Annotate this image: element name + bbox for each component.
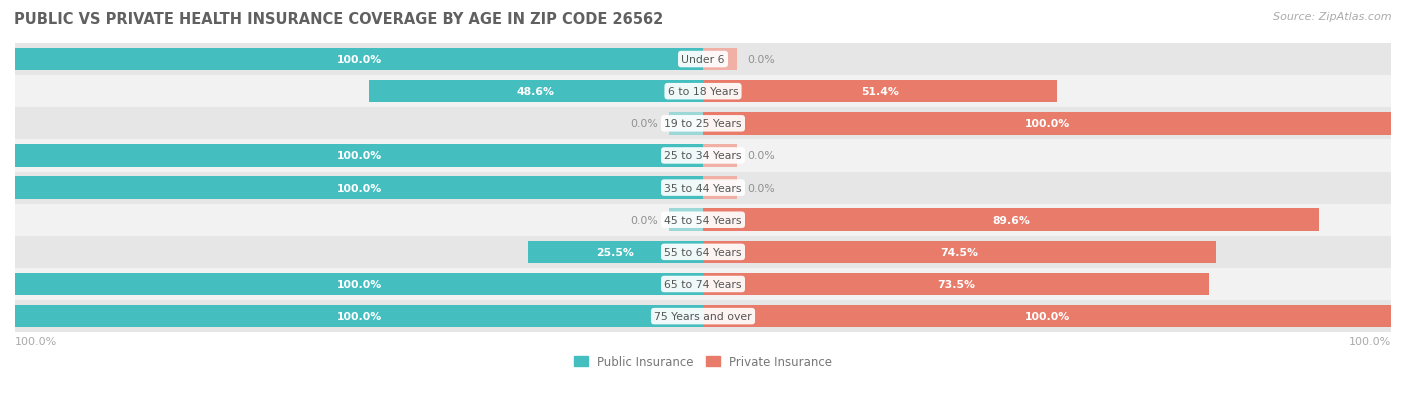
Text: 48.6%: 48.6% — [517, 87, 555, 97]
Bar — [703, 145, 737, 167]
Bar — [703, 49, 737, 71]
Text: 45 to 54 Years: 45 to 54 Years — [664, 215, 742, 225]
Bar — [703, 81, 1057, 103]
Text: 100.0%: 100.0% — [336, 151, 381, 161]
Bar — [703, 209, 1319, 231]
Text: 74.5%: 74.5% — [941, 247, 979, 257]
Text: 55 to 64 Years: 55 to 64 Years — [664, 247, 742, 257]
Text: 100.0%: 100.0% — [15, 336, 58, 347]
Bar — [15, 177, 703, 199]
Text: 100.0%: 100.0% — [1025, 119, 1070, 129]
Text: 0.0%: 0.0% — [630, 119, 658, 129]
Bar — [15, 76, 1391, 108]
Bar — [15, 300, 1391, 332]
Bar — [703, 177, 737, 199]
Text: 6 to 18 Years: 6 to 18 Years — [668, 87, 738, 97]
Bar — [15, 204, 1391, 236]
Text: 73.5%: 73.5% — [936, 279, 974, 289]
Text: 35 to 44 Years: 35 to 44 Years — [664, 183, 742, 193]
Text: 100.0%: 100.0% — [336, 279, 381, 289]
Bar — [703, 113, 1391, 135]
Bar — [669, 209, 703, 231]
Bar — [15, 44, 1391, 76]
Bar — [669, 113, 703, 135]
Bar — [368, 81, 703, 103]
Bar — [15, 145, 703, 167]
Bar — [703, 273, 1209, 296]
Text: 100.0%: 100.0% — [1348, 336, 1391, 347]
Text: 100.0%: 100.0% — [1025, 311, 1070, 321]
Text: 65 to 74 Years: 65 to 74 Years — [664, 279, 742, 289]
Text: 100.0%: 100.0% — [336, 311, 381, 321]
Text: 89.6%: 89.6% — [993, 215, 1031, 225]
Bar — [15, 236, 1391, 268]
Bar — [703, 241, 1216, 263]
Text: 25.5%: 25.5% — [596, 247, 634, 257]
Text: 0.0%: 0.0% — [630, 215, 658, 225]
Bar — [15, 305, 703, 328]
Text: 100.0%: 100.0% — [336, 55, 381, 65]
Text: 0.0%: 0.0% — [748, 183, 776, 193]
Bar — [527, 241, 703, 263]
Text: Source: ZipAtlas.com: Source: ZipAtlas.com — [1274, 12, 1392, 22]
Text: 25 to 34 Years: 25 to 34 Years — [664, 151, 742, 161]
Bar — [703, 305, 1391, 328]
Text: PUBLIC VS PRIVATE HEALTH INSURANCE COVERAGE BY AGE IN ZIP CODE 26562: PUBLIC VS PRIVATE HEALTH INSURANCE COVER… — [14, 12, 664, 27]
Bar — [15, 268, 1391, 300]
Text: 19 to 25 Years: 19 to 25 Years — [664, 119, 742, 129]
Bar — [15, 273, 703, 296]
Bar — [15, 108, 1391, 140]
Text: 100.0%: 100.0% — [336, 183, 381, 193]
Bar — [15, 172, 1391, 204]
Text: 0.0%: 0.0% — [748, 151, 776, 161]
Text: 51.4%: 51.4% — [860, 87, 898, 97]
Bar — [15, 140, 1391, 172]
Text: 75 Years and over: 75 Years and over — [654, 311, 752, 321]
Text: 0.0%: 0.0% — [748, 55, 776, 65]
Text: Under 6: Under 6 — [682, 55, 724, 65]
Legend: Public Insurance, Private Insurance: Public Insurance, Private Insurance — [569, 350, 837, 373]
Bar — [15, 49, 703, 71]
